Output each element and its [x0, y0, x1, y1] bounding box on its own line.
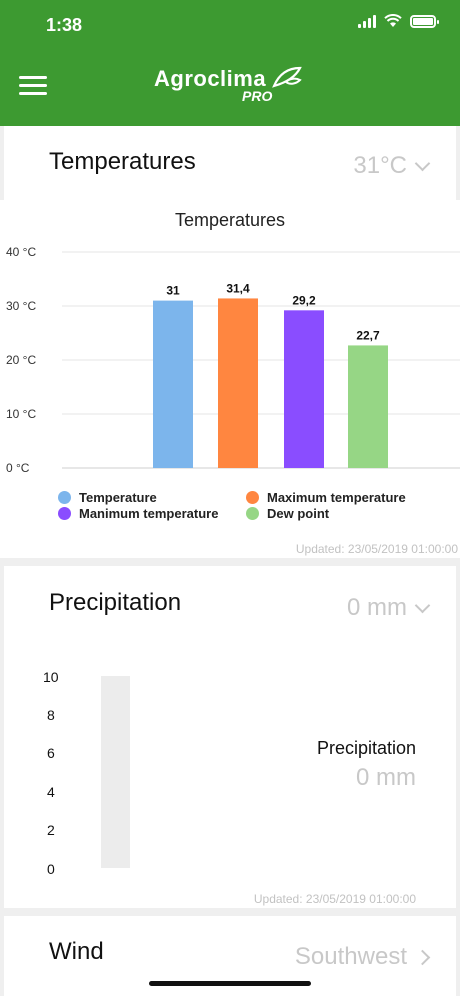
leaf-icon	[272, 66, 302, 88]
precip-axis-label: 0	[47, 861, 55, 877]
legend-item-dew-point: Dew point	[246, 506, 329, 521]
data-label: 31	[166, 284, 180, 298]
chevron-down-icon	[414, 597, 431, 613]
legend-dot	[246, 491, 259, 504]
precipitation-title: Precipitation	[49, 589, 182, 616]
precipitation-amount: 0 mm	[356, 764, 416, 791]
legend-label: Temperature	[79, 490, 157, 505]
precipitation-selector[interactable]: 0 mm	[347, 594, 431, 622]
data-label: 31,4	[226, 281, 250, 295]
precip-axis-label: 8	[47, 707, 55, 723]
precip-axis-label: 2	[47, 822, 55, 838]
precip-axis-label: 6	[47, 745, 55, 761]
y-tick-label: 10 °C	[6, 407, 36, 421]
temperatures-chart: 0 °C 10 °C 20 °C 30 °C 40 °C 31 31,4 29,2 22,7	[6, 245, 460, 475]
menu-icon[interactable]	[19, 76, 47, 96]
y-tick-label: 40 °C	[6, 245, 36, 259]
data-label: 22,7	[356, 328, 380, 342]
precipitation-updated: Updated: 23/05/2019 01:00:00	[253, 892, 416, 906]
status-time: 1:38	[46, 15, 83, 35]
precip-axis-label: 4	[47, 784, 55, 800]
bar-temperature	[153, 300, 193, 468]
chart-title: Temperatures	[174, 210, 286, 230]
bar-manimum-temperature	[284, 310, 324, 468]
chevron-right-icon	[414, 949, 431, 965]
logo-main-text: Agroclima	[154, 66, 267, 91]
wind-title: Wind	[49, 938, 104, 965]
temperatures-updated: Updated: 23/05/2019 01:00:00	[295, 542, 458, 556]
home-indicator	[149, 981, 311, 986]
chevron-down-icon	[414, 155, 431, 171]
legend-label: Maximum temperature	[267, 490, 406, 505]
legend-item-temperature: Temperature	[58, 490, 157, 505]
bar-dew-point	[348, 345, 388, 468]
legend-item-manimum-temperature: Manimum temperature	[58, 506, 218, 521]
legend-item-maximum-temperature: Maximum temperature	[246, 490, 406, 505]
y-tick-label: 0 °C	[6, 461, 30, 475]
legend-dot	[246, 507, 259, 520]
app-logo: Agroclima PRO	[154, 66, 314, 106]
bar-maximum-temperature	[218, 298, 258, 468]
temperatures-value: 31°C	[353, 152, 407, 179]
temperatures-selector[interactable]: 31°C	[353, 152, 431, 180]
battery-icon	[410, 14, 439, 28]
legend-dot	[58, 507, 71, 520]
wind-value: Southwest	[294, 943, 407, 970]
precipitation-label: Precipitation	[316, 738, 416, 758]
y-tick-label: 30 °C	[6, 299, 36, 313]
wind-selector[interactable]: Southwest	[294, 943, 431, 971]
status-icons	[358, 14, 439, 28]
precipitation-gauge-bar	[101, 676, 130, 868]
signal-icon	[358, 14, 376, 28]
app-header: 1:38 Agroclima PRO	[0, 0, 460, 126]
y-tick-label: 20 °C	[6, 353, 36, 367]
precip-axis-label: 10	[43, 669, 59, 685]
temperatures-title: Temperatures	[49, 148, 196, 175]
temperatures-card[interactable]: Temperatures 31°C	[4, 126, 456, 200]
precipitation-value: 0 mm	[347, 594, 407, 621]
legend-label: Manimum temperature	[79, 506, 219, 521]
data-label: 29,2	[292, 293, 316, 307]
legend-dot	[58, 491, 71, 504]
wifi-icon	[384, 14, 402, 27]
temperatures-chart-panel: Temperatures 0 °C 10 °C 20 °C 30 °C 40 °C 31 3…	[0, 200, 460, 558]
logo-sub-text: PRO	[242, 88, 273, 104]
legend-label: Dew point	[267, 506, 330, 521]
precipitation-card[interactable]: Precipitation 0 mm 10 8 6 4 2 0 Precipit…	[4, 566, 456, 908]
